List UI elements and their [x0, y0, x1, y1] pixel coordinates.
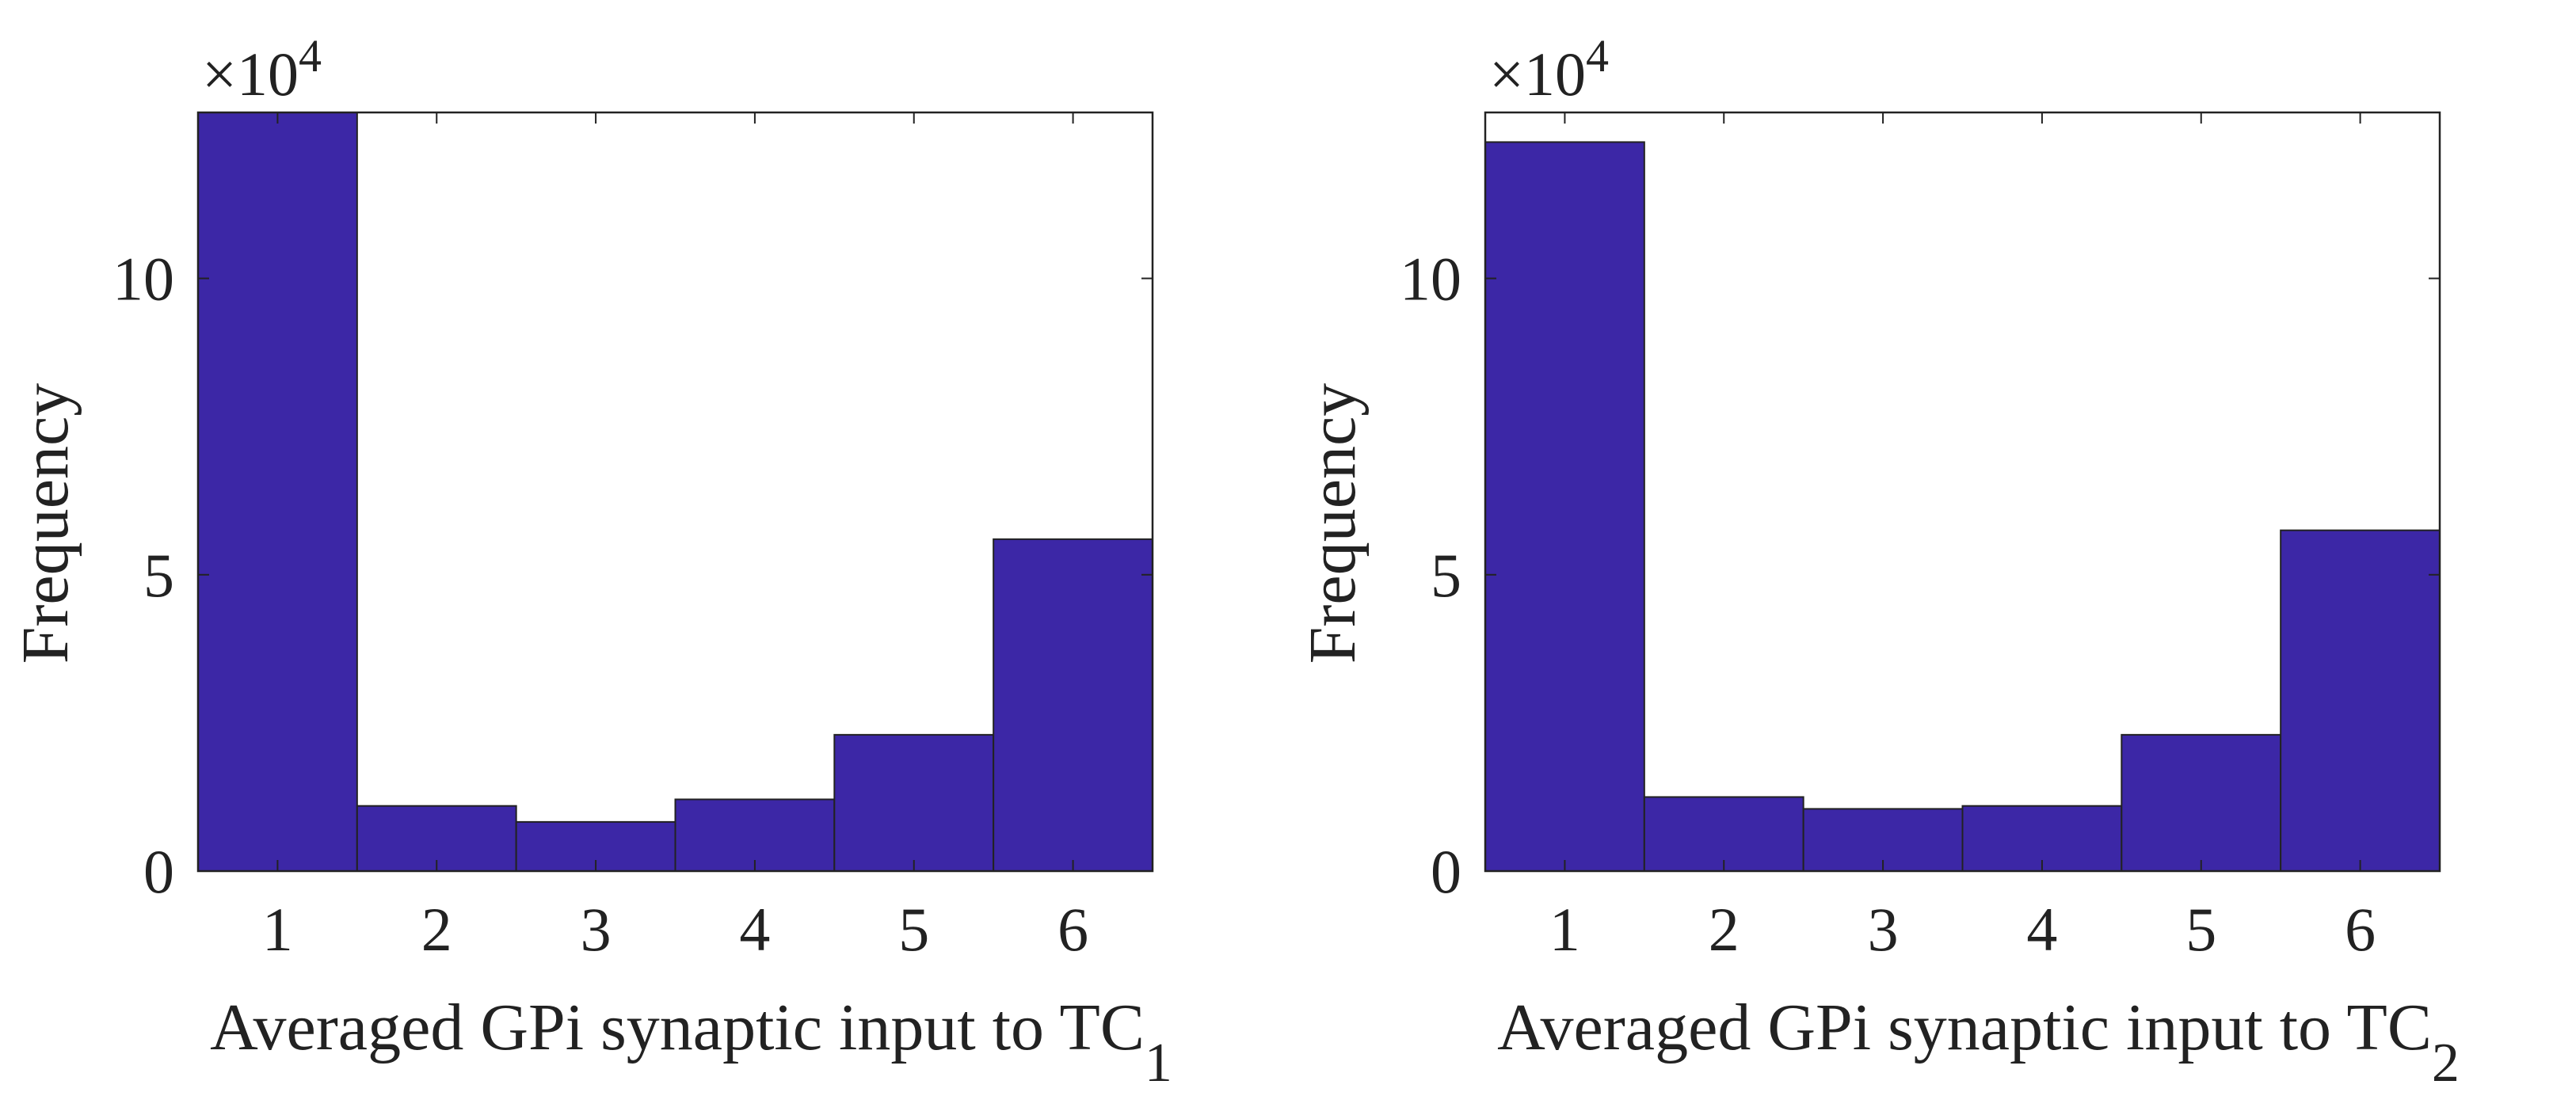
y-tick-label: 0: [143, 837, 174, 906]
bars-group: [197, 112, 1153, 873]
y-tick-label: 10: [112, 245, 174, 314]
bar-1: [197, 112, 358, 872]
bar-6: [2280, 529, 2441, 872]
y-axis-label: Frequency: [1296, 383, 1370, 664]
x-tick-label: 3: [1868, 895, 1899, 964]
x-tick-label: 5: [2185, 895, 2216, 964]
y-scale-prefix: ×10: [1489, 40, 1586, 108]
x-tick-label: 2: [1709, 895, 1740, 964]
x-tick-label: 1: [1549, 895, 1580, 964]
x-axis-label: Averaged GPi synaptic input to TC1: [210, 991, 1172, 1094]
y-tick-label: 5: [1431, 541, 1461, 610]
y-scale-multiplier: ×104: [1489, 30, 1609, 108]
y-tick-label: 10: [1400, 245, 1461, 314]
axes-frame: [196, 111, 1154, 873]
y-axis-label: Frequency: [9, 383, 82, 664]
x-tick-label: 4: [2026, 895, 2057, 964]
bar-4: [674, 798, 836, 873]
tick-marks: [1485, 112, 2440, 872]
bar-2: [1643, 796, 1804, 872]
bar-5: [2121, 733, 2282, 872]
bar-6: [993, 538, 1153, 872]
histogram-panel-tc2: ×104 Frequency Averaged GPi synaptic inp…: [1296, 30, 2460, 1094]
x-axis-label-subscript: 1: [1145, 1033, 1172, 1094]
bar-1: [1484, 141, 1645, 872]
x-tick-label: 4: [739, 895, 770, 964]
x-axis-label-main: Averaged GPi synaptic input to TC: [1497, 991, 2432, 1064]
x-axis-label: Averaged GPi synaptic input to TC2: [1497, 991, 2460, 1094]
axes-frame: [1484, 111, 2441, 873]
x-tick-label: 3: [581, 895, 612, 964]
x-tick-label: 1: [262, 895, 293, 964]
x-tick-label: 5: [898, 895, 929, 964]
y-scale-exponent: 4: [1586, 30, 1609, 82]
y-tick-label: 5: [143, 541, 174, 610]
x-tick-label: 6: [2345, 895, 2376, 964]
bar-5: [833, 733, 995, 872]
y-scale-exponent: 4: [299, 30, 322, 82]
x-axis-label-main: Averaged GPi synaptic input to TC: [210, 991, 1145, 1064]
bars-group: [1484, 141, 2441, 872]
y-scale-multiplier: ×104: [202, 30, 322, 108]
x-tick-label: 6: [1057, 895, 1088, 964]
tick-marks: [198, 112, 1153, 872]
histogram-panel-tc1: ×104 Frequency Averaged GPi synaptic inp…: [9, 30, 1172, 1094]
x-tick-label: 2: [421, 895, 452, 964]
x-axis-label-subscript: 2: [2432, 1033, 2460, 1094]
y-tick-label: 0: [1431, 837, 1461, 906]
y-scale-prefix: ×10: [202, 40, 299, 108]
